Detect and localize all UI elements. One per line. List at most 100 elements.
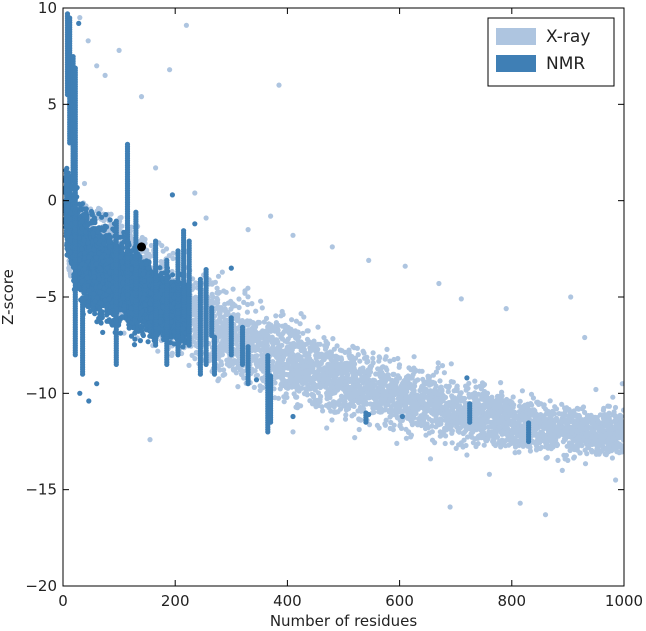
- data-point: [298, 339, 304, 345]
- data-point: [169, 352, 175, 358]
- data-point: [343, 412, 349, 418]
- data-point: [380, 371, 386, 378]
- data-point: [551, 421, 557, 427]
- data-point: [509, 404, 515, 410]
- data-point: [263, 315, 270, 321]
- data-point: [253, 308, 259, 314]
- data-point: [443, 402, 449, 408]
- data-point: [166, 253, 172, 259]
- data-point: [396, 408, 402, 415]
- data-point: [559, 411, 565, 417]
- data-point: [230, 303, 236, 309]
- data-point: [330, 399, 337, 405]
- data-point: [484, 419, 490, 425]
- data-point: [223, 312, 229, 318]
- data-point: [254, 353, 260, 359]
- data-point: [239, 318, 245, 324]
- data-point: [430, 402, 436, 408]
- data-point: [463, 383, 469, 389]
- data-point: [541, 417, 548, 423]
- data-point: [442, 440, 448, 447]
- data-point: [571, 455, 577, 461]
- data-point: [460, 430, 466, 437]
- data-point: [459, 397, 466, 403]
- data-point: [481, 442, 487, 448]
- data-point: [384, 346, 390, 352]
- data-point: [338, 355, 344, 361]
- data-point: [230, 286, 236, 292]
- data-point: [282, 325, 289, 331]
- data-point: [418, 422, 424, 429]
- data-point: [577, 450, 583, 456]
- data-point: [514, 433, 520, 439]
- data-point: [287, 331, 293, 338]
- data-point: [342, 365, 348, 371]
- data-point: [550, 432, 556, 438]
- data-point: [300, 330, 306, 336]
- data-point: [331, 403, 337, 409]
- data-point: [407, 374, 413, 380]
- data-point: [461, 437, 467, 443]
- data-point: [186, 362, 192, 368]
- data-point: [434, 419, 440, 425]
- data-point: [476, 409, 482, 415]
- data-point: [298, 354, 304, 360]
- data-point: [481, 425, 487, 431]
- data-point: [346, 387, 353, 393]
- data-point: [391, 422, 397, 428]
- data-point: [384, 367, 390, 373]
- data-point: [472, 378, 478, 384]
- data-point: [193, 350, 199, 356]
- data-point: [249, 301, 255, 307]
- data-point: [541, 435, 548, 441]
- data-point: [258, 298, 264, 304]
- data-point: [582, 461, 589, 467]
- data-point: [610, 412, 616, 418]
- data-point: [432, 440, 438, 446]
- data-point: [307, 398, 313, 404]
- data-point: [580, 404, 587, 410]
- data-point: [279, 308, 285, 315]
- data-point: [294, 394, 300, 400]
- data-point: [512, 450, 518, 456]
- data-point: [277, 345, 283, 351]
- data-point: [403, 435, 409, 441]
- data-point: [222, 346, 228, 352]
- data-point: [329, 417, 335, 423]
- data-point: [543, 455, 549, 461]
- data-point: [502, 405, 508, 411]
- data-point: [465, 434, 471, 440]
- data-point: [559, 401, 565, 407]
- data-point: [221, 333, 227, 339]
- data-point: [278, 382, 284, 388]
- data-point: [500, 439, 506, 445]
- data-point: [517, 427, 524, 433]
- data-point: [347, 365, 353, 371]
- data-point: [576, 406, 582, 412]
- data-point: [262, 339, 268, 345]
- data-point: [481, 382, 487, 388]
- data-point: [362, 369, 368, 375]
- data-point: [429, 423, 435, 429]
- data-point: [232, 366, 238, 372]
- data-point: [539, 429, 545, 435]
- data-point: [555, 457, 561, 463]
- data-point: [510, 394, 516, 400]
- data-point: [233, 341, 239, 347]
- data-point: [351, 411, 357, 417]
- data-point: [612, 404, 619, 411]
- data-point: [342, 399, 348, 405]
- data-point: [436, 391, 442, 397]
- data-point: [159, 243, 165, 249]
- data-point: [547, 414, 553, 420]
- data-point: [382, 422, 388, 428]
- data-point: [297, 321, 303, 327]
- data-point: [367, 369, 374, 375]
- data-point: [245, 285, 251, 291]
- data-point: [284, 394, 290, 400]
- data-point: [443, 383, 449, 389]
- data-point: [335, 365, 341, 371]
- data-point: [305, 328, 311, 334]
